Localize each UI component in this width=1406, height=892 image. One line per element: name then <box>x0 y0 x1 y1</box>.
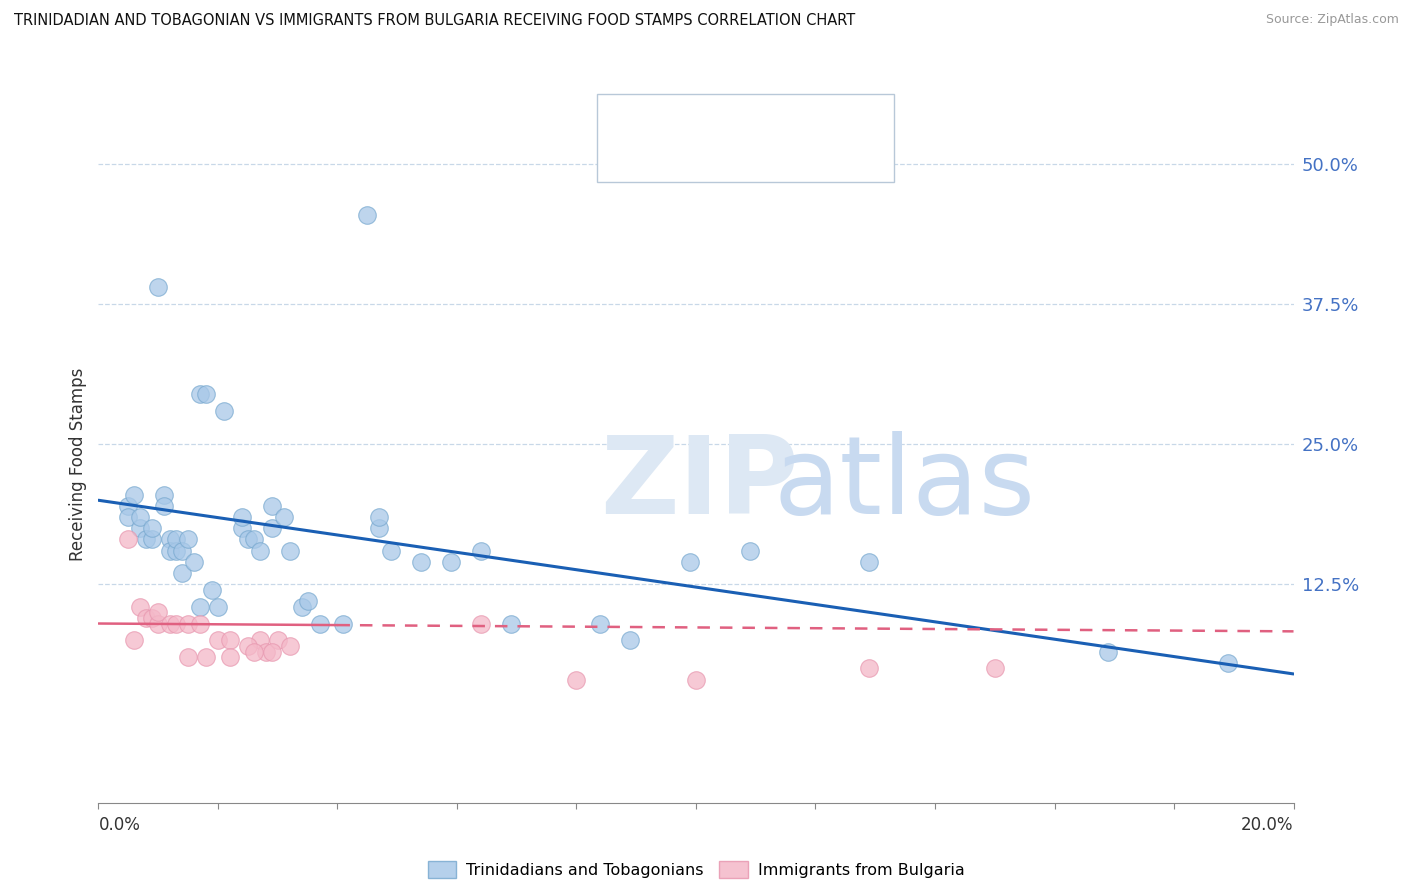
Point <box>1216 656 1239 670</box>
Point <box>260 644 283 658</box>
Point <box>738 543 761 558</box>
Y-axis label: Receiving Food Stamps: Receiving Food Stamps <box>69 368 87 560</box>
Point <box>368 521 391 535</box>
Point <box>273 510 295 524</box>
Point <box>308 616 330 631</box>
Point <box>172 543 194 558</box>
Point <box>231 521 253 535</box>
Point <box>685 673 707 687</box>
Point <box>254 644 277 658</box>
Point <box>297 594 319 608</box>
Point <box>858 661 880 675</box>
Point <box>470 543 492 558</box>
Point <box>440 555 463 569</box>
Point <box>984 661 1007 675</box>
FancyBboxPatch shape <box>609 142 647 169</box>
FancyBboxPatch shape <box>596 94 894 183</box>
Point <box>195 650 218 665</box>
Point <box>243 644 266 658</box>
Point <box>188 616 211 631</box>
Point <box>177 533 200 547</box>
Text: R = -0.298   N = 53: R = -0.298 N = 53 <box>658 107 821 121</box>
Point <box>135 533 157 547</box>
Text: ZIP: ZIP <box>600 431 799 537</box>
Point <box>195 386 218 401</box>
FancyBboxPatch shape <box>609 101 647 128</box>
Text: 20.0%: 20.0% <box>1241 816 1294 834</box>
Point <box>141 611 163 625</box>
Point <box>1097 644 1119 658</box>
Point <box>172 566 194 580</box>
Point <box>207 599 229 614</box>
Point <box>278 543 301 558</box>
Point <box>249 543 271 558</box>
Point <box>165 616 187 631</box>
Point <box>858 555 880 569</box>
Point <box>141 521 163 535</box>
Point <box>260 499 283 513</box>
Point <box>159 616 181 631</box>
Point <box>236 533 259 547</box>
Point <box>249 633 271 648</box>
Point <box>368 510 391 524</box>
Point <box>236 639 259 653</box>
Point <box>356 207 378 221</box>
Point <box>153 488 176 502</box>
Point <box>117 499 139 513</box>
Point <box>183 555 205 569</box>
Point <box>135 611 157 625</box>
Legend: Trinidadians and Tobagonians, Immigrants from Bulgaria: Trinidadians and Tobagonians, Immigrants… <box>423 856 969 883</box>
Point <box>165 543 187 558</box>
Point <box>141 533 163 547</box>
Text: Source: ZipAtlas.com: Source: ZipAtlas.com <box>1265 13 1399 27</box>
Point <box>117 510 139 524</box>
Point <box>219 633 242 648</box>
Point <box>332 616 354 631</box>
Point <box>177 650 200 665</box>
Point <box>219 650 242 665</box>
Point <box>177 616 200 631</box>
Point <box>129 510 152 524</box>
Point <box>212 403 235 417</box>
Point <box>159 543 181 558</box>
Point <box>153 499 176 513</box>
Point <box>243 533 266 547</box>
Point <box>124 633 146 648</box>
Point <box>380 543 402 558</box>
Point <box>260 521 283 535</box>
Point <box>148 280 170 294</box>
Point <box>148 616 170 631</box>
Point <box>679 555 702 569</box>
Point <box>117 533 139 547</box>
Point <box>589 616 612 631</box>
Point <box>201 582 224 597</box>
Point <box>278 639 301 653</box>
Point <box>470 616 492 631</box>
Point <box>499 616 522 631</box>
Point <box>188 599 211 614</box>
Point <box>565 673 588 687</box>
Text: 0.0%: 0.0% <box>98 816 141 834</box>
Point <box>207 633 229 648</box>
Point <box>267 633 290 648</box>
Point <box>619 633 641 648</box>
Text: TRINIDADIAN AND TOBAGONIAN VS IMMIGRANTS FROM BULGARIA RECEIVING FOOD STAMPS COR: TRINIDADIAN AND TOBAGONIAN VS IMMIGRANTS… <box>14 13 855 29</box>
Point <box>159 533 181 547</box>
Text: R = -0.014   N = 18: R = -0.014 N = 18 <box>658 148 821 163</box>
Point <box>148 605 170 619</box>
Point <box>124 488 146 502</box>
Point <box>188 386 211 401</box>
Point <box>165 533 187 547</box>
Point <box>411 555 433 569</box>
Point <box>291 599 314 614</box>
Point <box>129 521 152 535</box>
Point <box>129 599 152 614</box>
Text: atlas: atlas <box>773 431 1036 537</box>
Point <box>231 510 253 524</box>
